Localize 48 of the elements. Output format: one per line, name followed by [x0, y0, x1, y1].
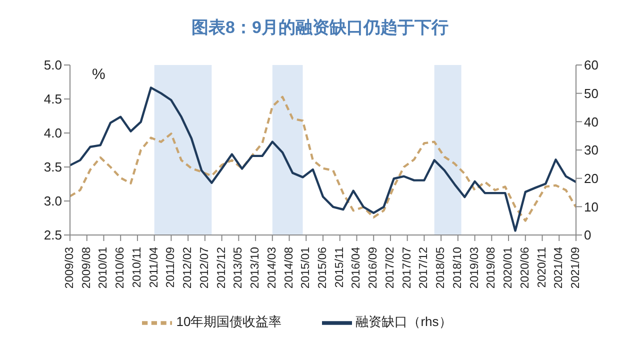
x-tick-label: 2011/04: [148, 246, 160, 288]
x-tick-label: 2017/07: [401, 247, 414, 289]
y-tick-label: 3.5: [44, 160, 62, 175]
y2-tick-label: 20: [584, 170, 598, 186]
y2-tick-label: 50: [584, 86, 598, 101]
x-tick-label: 2020/11: [536, 247, 548, 288]
y2-tick-label: 0: [584, 228, 592, 243]
chart-title: 图表8：9月的融资缺口仍趋于下行: [190, 17, 450, 39]
legend-label: 10年期国债收益率: [176, 314, 282, 330]
x-tick-label: 2011/09: [165, 247, 178, 288]
x-tick-label: 2009/03: [64, 247, 76, 289]
x-tick-label: 2018/05: [435, 247, 448, 289]
y-tick-label: 4.5: [44, 92, 62, 107]
x-tick-label: 2019/03: [468, 247, 481, 289]
x-tick-label: 2015/11: [334, 247, 346, 288]
x-tick-label: 2012/02: [182, 247, 194, 289]
y-tick-label: 3.0: [44, 194, 62, 209]
x-tick-label: 2013/05: [232, 247, 245, 289]
x-tick-label: 2017/02: [384, 247, 396, 289]
x-tick-label: 2012/07: [198, 247, 211, 289]
y-tick-label: 5.0: [44, 58, 62, 73]
x-tick-label: 2015/01: [300, 247, 312, 289]
x-tick-label: 2010/01: [98, 247, 110, 289]
x-tick-label: 2013/10: [250, 247, 262, 289]
x-tick-label: 2021/04: [553, 246, 566, 289]
x-tick-label: 2015/06: [317, 247, 329, 289]
y2-tick-label: 40: [584, 114, 598, 130]
x-tick-label: 2017/12: [418, 247, 430, 289]
y-tick-label: 2.5: [44, 228, 62, 243]
x-tick-label: 2021/09: [570, 247, 582, 289]
x-tick-label: 2020/06: [519, 247, 532, 289]
x-tick-label: 2014/03: [266, 247, 278, 289]
y2-tick-label: 60: [584, 58, 598, 73]
x-tick-label: 2014/08: [283, 247, 296, 289]
x-tick-label: 2018/10: [452, 247, 464, 289]
y2-tick-label: 10: [584, 199, 598, 214]
x-tick-label: 2016/09: [368, 247, 380, 289]
x-tick-label: 2020/01: [502, 247, 515, 289]
x-tick-label: 2012/12: [216, 247, 228, 289]
y-axis-title: %: [92, 66, 106, 83]
legend-label: 融资缺口（rhs）: [356, 314, 452, 330]
x-tick-label: 2019/08: [486, 247, 498, 289]
x-tick-label: 2010/06: [114, 247, 127, 289]
x-tick-label: 2016/04: [350, 246, 363, 289]
x-tick-label: 2010/11: [131, 247, 144, 288]
y-tick-label: 4.0: [44, 126, 62, 141]
x-tick-label: 2009/08: [80, 247, 93, 289]
y2-tick-label: 30: [584, 142, 598, 158]
